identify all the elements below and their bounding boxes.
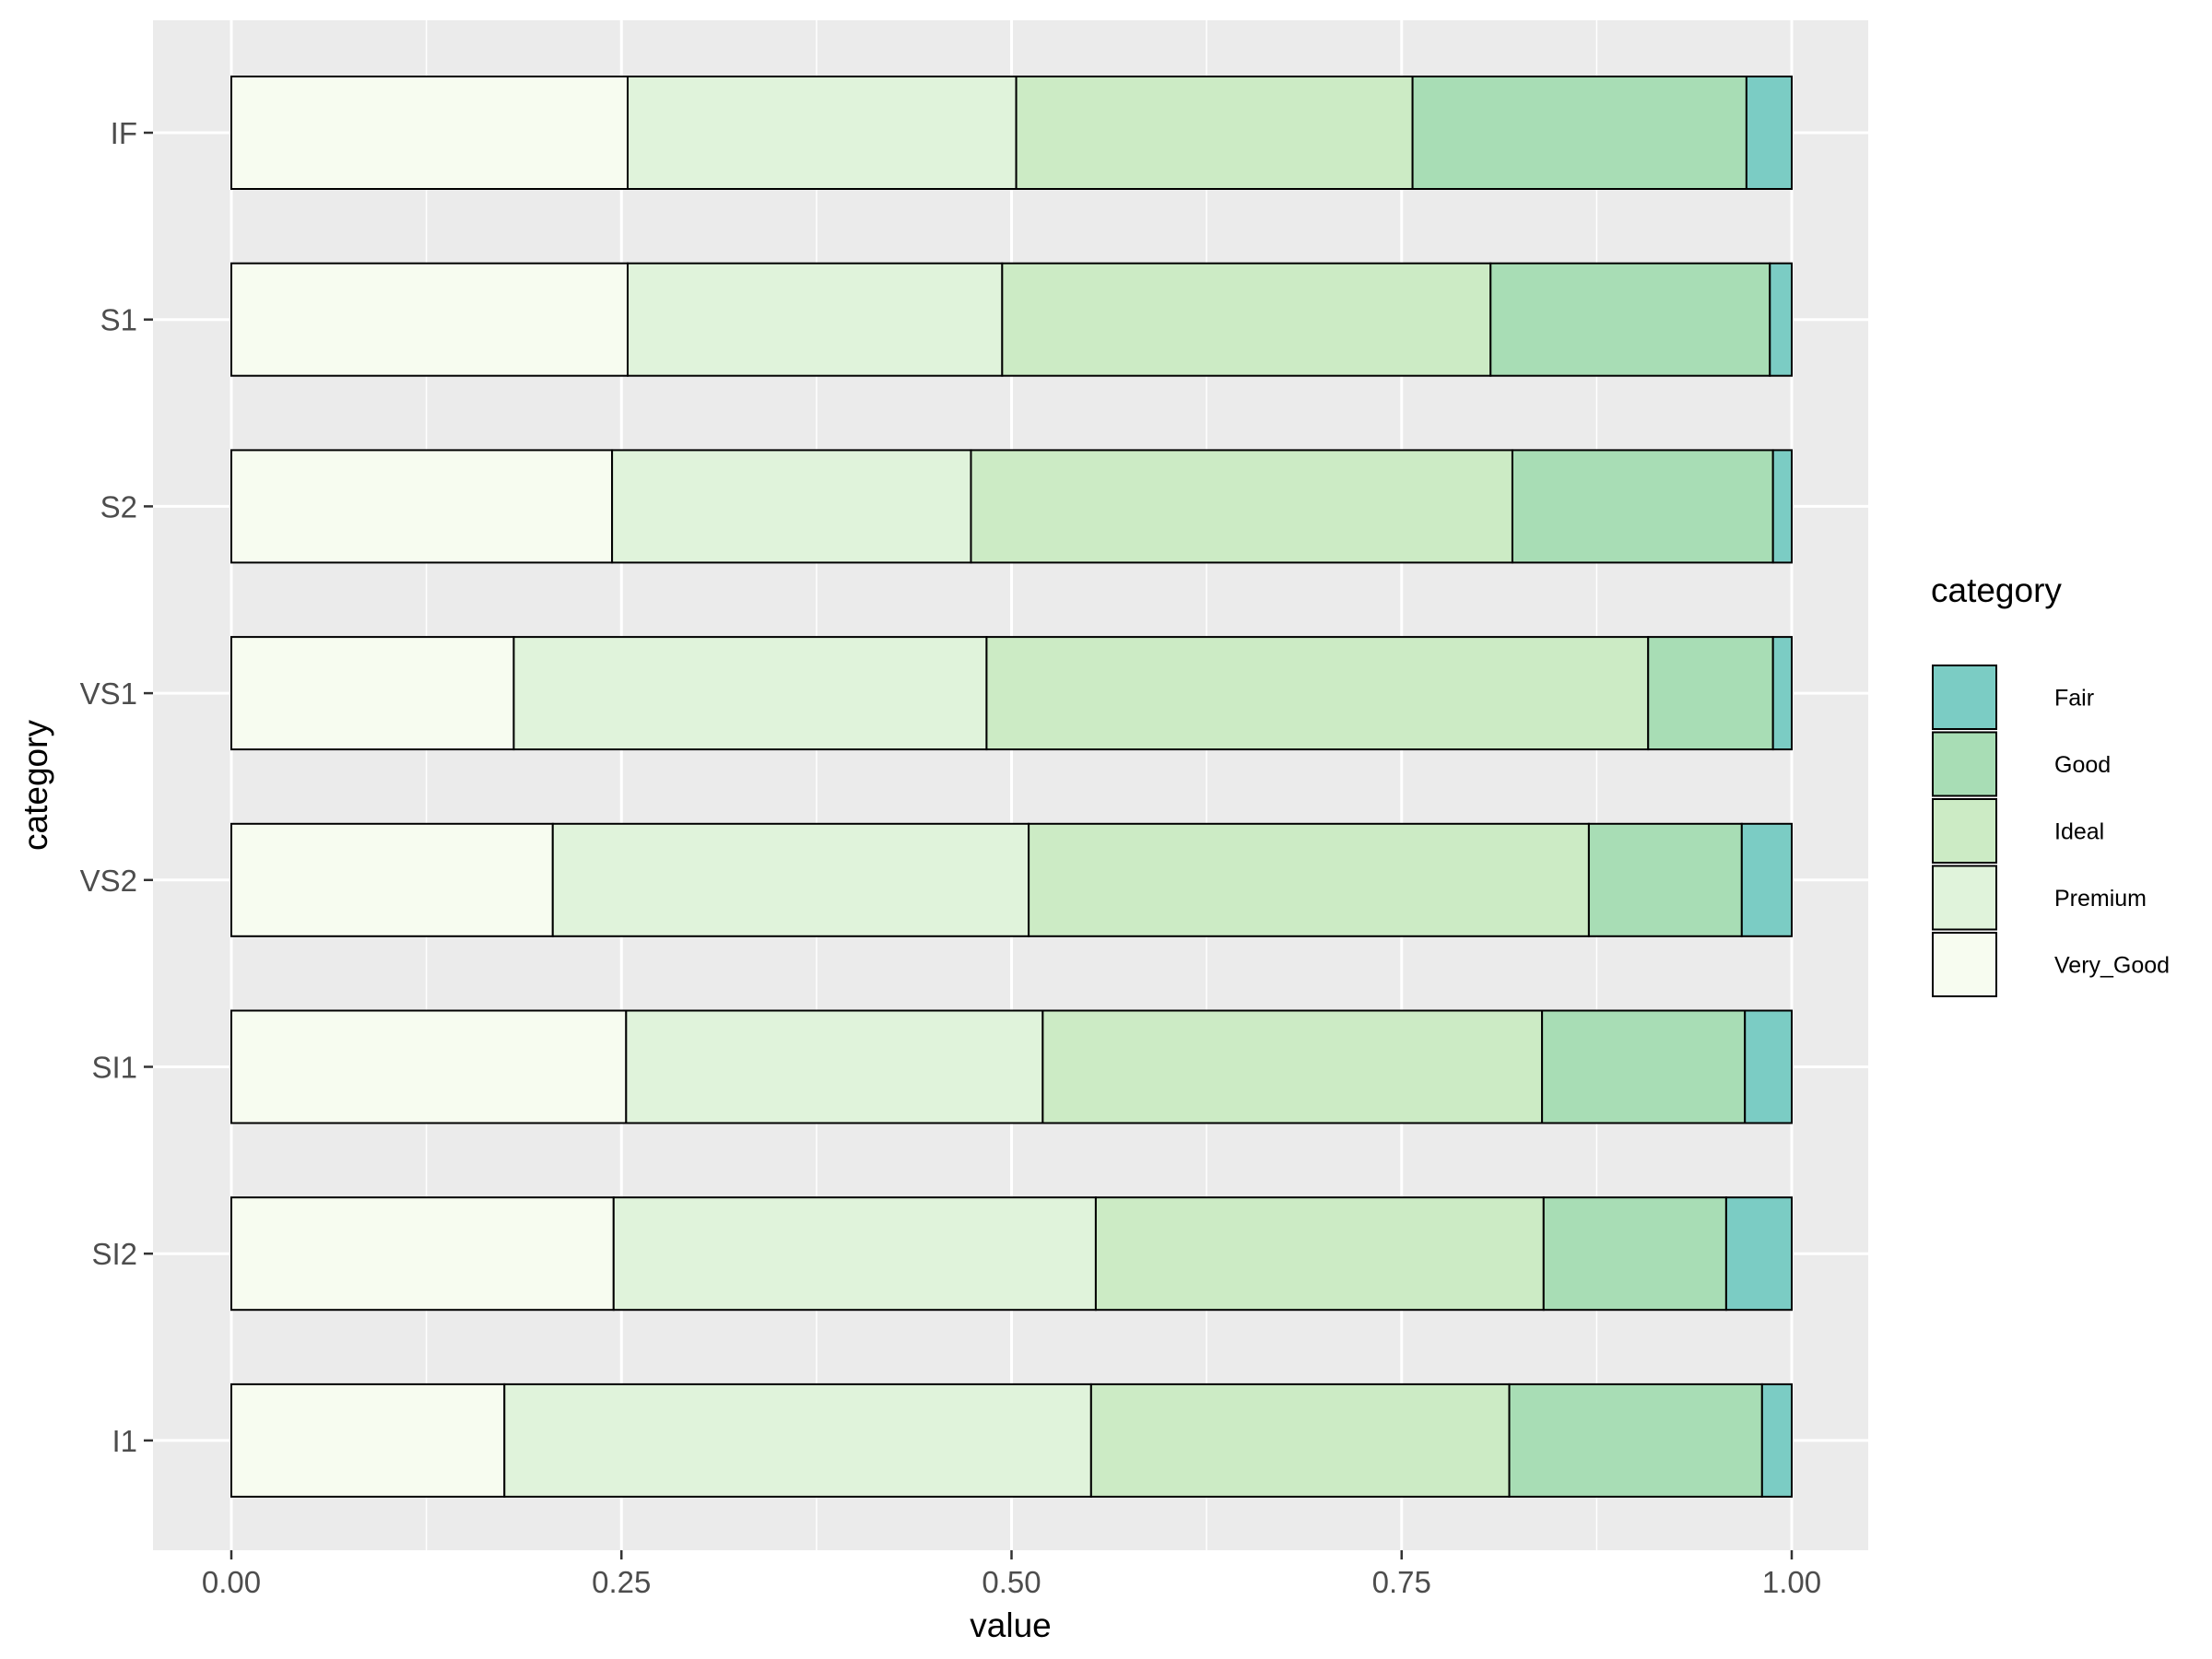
bar-segment-good xyxy=(1542,1196,1727,1312)
bar-segment-very-good xyxy=(230,76,629,190)
bars xyxy=(230,76,1794,1498)
legend-label: Good xyxy=(2054,752,2111,778)
bar-segment-fair xyxy=(1769,262,1793,377)
bar-segment-premium xyxy=(512,636,988,751)
bar-segment-premium xyxy=(611,449,972,564)
bar-segment-fair xyxy=(1760,1382,1794,1498)
x-tick-label: 0.75 xyxy=(1372,1565,1431,1599)
y-tick-label: SI1 xyxy=(91,1051,137,1085)
bar-segment-very-good xyxy=(230,822,554,937)
bar-segment-ideal xyxy=(1094,1196,1545,1312)
bar-segment-ideal xyxy=(1015,76,1414,190)
legend-label: Fair xyxy=(2054,686,2094,712)
bar-segment-ideal xyxy=(970,449,1513,564)
x-axis: 0.00 0.25 0.50 0.75 1.00 xyxy=(202,1550,1821,1599)
legend-label: Ideal xyxy=(2054,819,2104,845)
bar-segment-good xyxy=(1511,449,1774,564)
bar-segment-ideal xyxy=(1089,1382,1511,1498)
bar-segment-good xyxy=(1411,76,1747,190)
legend-key-ideal xyxy=(1932,798,1997,864)
y-axis: IF S1 S2 VS1 VS2 SI1 SI2 I1 xyxy=(80,116,153,1458)
legend-key-good xyxy=(1932,731,1997,797)
bar-segment-very-good xyxy=(230,1382,506,1498)
bar-segment-good xyxy=(1489,262,1771,377)
y-tick-label: SI2 xyxy=(91,1237,137,1271)
bar-segment-ideal xyxy=(1028,822,1590,937)
bar-segment-fair xyxy=(1744,1009,1793,1124)
bar-segment-premium xyxy=(503,1382,1092,1498)
y-tick-label: VS1 xyxy=(80,677,137,711)
bar-segment-fair xyxy=(1724,1196,1794,1312)
bar-segment-fair xyxy=(1745,76,1793,190)
legend-label: Very_Good xyxy=(2054,953,2170,979)
bar-segment-very-good xyxy=(230,1196,615,1312)
bar-segment-ideal xyxy=(1001,262,1492,377)
bar-segment-good xyxy=(1508,1382,1763,1498)
x-tick-label: 0.00 xyxy=(202,1565,261,1599)
bar-segment-premium xyxy=(625,1009,1044,1124)
bar-segment-ideal xyxy=(1041,1009,1544,1124)
x-axis-title: value xyxy=(970,1606,1051,1644)
bar-segment-very-good xyxy=(230,1009,628,1124)
bar-segment-good xyxy=(1541,1009,1747,1124)
y-axis-title: category xyxy=(17,720,54,851)
bar-segment-very-good xyxy=(230,262,629,377)
bar-segment-premium xyxy=(627,262,1004,377)
bar-segment-very-good xyxy=(230,636,515,751)
x-tick-label: 1.00 xyxy=(1762,1565,1821,1599)
y-tick-label: S2 xyxy=(100,489,137,524)
legend: category Fair Good Ideal Premium Very_Good xyxy=(1931,571,2170,997)
bar-segment-premium xyxy=(612,1196,1097,1312)
y-tick-label: S1 xyxy=(100,303,137,337)
legend-title: category xyxy=(1931,571,2062,609)
y-tick-label: VS2 xyxy=(80,864,137,898)
y-tick-label: I1 xyxy=(112,1424,137,1458)
bar-segment-fair xyxy=(1740,822,1793,937)
legend-key-fair xyxy=(1932,665,1997,730)
legend-key-premium xyxy=(1932,865,1997,931)
bar-segment-premium xyxy=(551,822,1030,937)
bar-segment-premium xyxy=(627,76,1018,190)
y-tick-label: IF xyxy=(111,116,137,150)
bar-segment-good xyxy=(1647,636,1774,751)
bar-segment-good xyxy=(1587,822,1743,937)
legend-key-very-good xyxy=(1932,932,1997,997)
bar-segment-fair xyxy=(1771,636,1793,751)
bar-segment-fair xyxy=(1771,449,1793,564)
bar-segment-very-good xyxy=(230,449,614,564)
bar-segment-ideal xyxy=(985,636,1650,751)
legend-label: Premium xyxy=(2054,886,2147,912)
x-tick-label: 0.25 xyxy=(592,1565,651,1599)
x-tick-label: 0.50 xyxy=(982,1565,1041,1599)
